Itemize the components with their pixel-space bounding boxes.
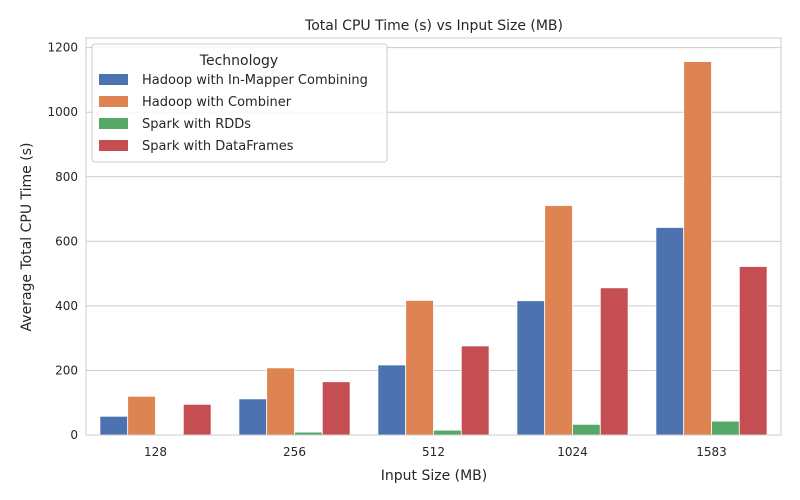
y-tick-label: 800 bbox=[55, 170, 78, 184]
bar bbox=[572, 423, 601, 436]
bar bbox=[182, 403, 212, 436]
y-ticks: 0 200 400 600 800 1000 1200 bbox=[47, 41, 78, 442]
y-tick-label: 200 bbox=[55, 363, 78, 377]
bar bbox=[433, 429, 462, 436]
legend: Technology Hadoop with In-Mapper Combini… bbox=[91, 43, 388, 163]
y-tick-label: 0 bbox=[70, 428, 78, 442]
bar bbox=[99, 415, 129, 436]
bar bbox=[238, 398, 268, 436]
bar bbox=[405, 300, 434, 436]
bar bbox=[321, 381, 351, 436]
bar bbox=[655, 227, 685, 436]
bar bbox=[599, 287, 629, 436]
x-tick-label: 1583 bbox=[696, 445, 727, 459]
y-tick-label: 1000 bbox=[47, 105, 78, 119]
bar bbox=[516, 300, 546, 436]
legend-label: Spark with DataFrames bbox=[142, 139, 294, 154]
x-axis-label: Input Size (MB) bbox=[381, 468, 488, 484]
chart-title: Total CPU Time (s) vs Input Size (MB) bbox=[304, 18, 563, 34]
x-tick-label: 512 bbox=[422, 445, 445, 459]
bar bbox=[544, 205, 573, 436]
bar bbox=[377, 364, 407, 436]
legend-box bbox=[91, 43, 388, 163]
legend-label: Spark with RDDs bbox=[142, 117, 251, 132]
legend-title: Technology bbox=[199, 53, 278, 69]
x-tick-label: 256 bbox=[283, 445, 306, 459]
x-ticks: 128 256 512 1024 1583 bbox=[144, 445, 727, 459]
plot-frame bbox=[85, 37, 782, 436]
y-axis-label: Average Total CPU Time (s) bbox=[19, 143, 35, 332]
legend-label: Hadoop with Combiner bbox=[142, 95, 292, 110]
x-tick-label: 128 bbox=[144, 445, 167, 459]
legend-swatch bbox=[99, 74, 128, 85]
x-tick-label: 1024 bbox=[557, 445, 588, 459]
y-tick-label: 600 bbox=[55, 234, 78, 248]
bar bbox=[460, 345, 490, 436]
legend-swatch bbox=[99, 118, 128, 129]
bar bbox=[683, 61, 712, 436]
legend-label: Hadoop with In-Mapper Combining bbox=[142, 73, 368, 88]
bar bbox=[711, 420, 740, 436]
bars bbox=[99, 61, 768, 436]
y-tick-label: 400 bbox=[55, 299, 78, 313]
y-tick-label: 1200 bbox=[47, 41, 78, 55]
legend-swatch bbox=[99, 140, 128, 151]
legend-swatch bbox=[99, 96, 128, 107]
bar bbox=[127, 395, 156, 436]
bar bbox=[738, 266, 768, 436]
bar bbox=[266, 367, 295, 436]
